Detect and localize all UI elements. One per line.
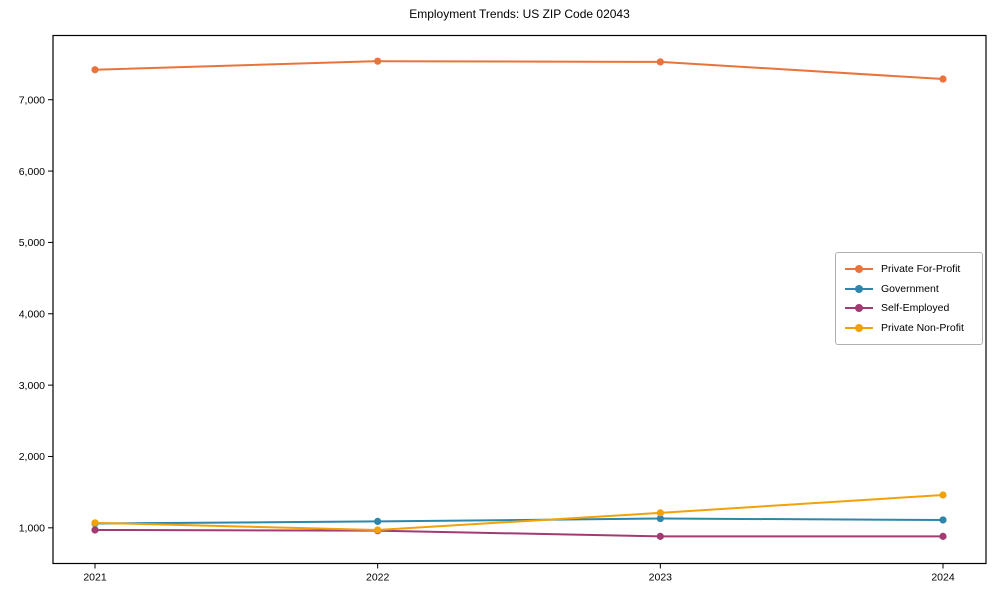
series-line-government (94, 517, 944, 525)
data-point-private-for-profit (91, 66, 99, 74)
chart-title: Employment Trends: US ZIP Code 02043 (409, 7, 630, 21)
y-tick-label: 1,000 (19, 523, 45, 535)
series-line-self-employed (94, 528, 943, 538)
data-point-self-employed (656, 532, 664, 540)
legend-item-government: Government (844, 279, 974, 299)
legend-label-private-non-profit: Private Non-Profit (881, 322, 964, 335)
legend-item-self-employed: Self-Employed (844, 299, 974, 319)
data-point-self-employed (939, 532, 947, 540)
data-point-private-for-profit (939, 75, 947, 83)
series-line-private-for-profit (94, 60, 944, 81)
legend-swatch-government (845, 284, 873, 293)
series-line-private-non-profit (94, 494, 944, 531)
data-point-private-for-profit (656, 58, 664, 66)
x-tick-label: 2022 (366, 572, 390, 584)
y-tick-label: 3,000 (19, 380, 45, 392)
x-tick-label: 2024 (931, 572, 955, 584)
plot-border (52, 34, 987, 565)
data-point-government (656, 514, 664, 523)
legend-marker (855, 284, 863, 293)
legend-label-private-for-profit: Private For-Profit (881, 262, 961, 275)
legend-item-private-for-profit: Private For-Profit (844, 259, 974, 279)
data-point-government (939, 516, 947, 524)
y-tick-label: 2,000 (19, 451, 45, 463)
data-point-private-for-profit (374, 57, 382, 65)
data-point-private-non-profit (656, 509, 664, 517)
legend-swatch-private-for-profit (845, 264, 873, 273)
legend-swatch-self-employed (845, 304, 873, 313)
chart-legend: Private For-Profit Government Self-Employe… (835, 252, 983, 345)
legend-marker (855, 304, 863, 313)
data-point-private-non-profit (91, 519, 99, 527)
y-tick-label: 4,000 (19, 308, 45, 320)
legend-swatch-private-non-profit (845, 324, 873, 333)
y-tick-label: 6,000 (19, 166, 45, 178)
data-point-private-non-profit (939, 491, 947, 499)
data-point-private-non-profit (374, 526, 382, 534)
legend-item-private-non-profit: Private Non-Profit (844, 318, 974, 338)
data-point-self-employed (91, 526, 99, 534)
data-point-government (374, 517, 382, 526)
legend-marker (855, 324, 863, 333)
x-tick-label: 2023 (649, 572, 673, 584)
y-tick-label: 7,000 (19, 94, 45, 106)
legend-marker (855, 264, 863, 273)
legend-label-self-employed: Self-Employed (881, 302, 950, 315)
legend-label-government: Government (881, 282, 939, 295)
y-tick-label: 5,000 (19, 237, 45, 249)
x-tick-label: 2021 (83, 572, 107, 584)
